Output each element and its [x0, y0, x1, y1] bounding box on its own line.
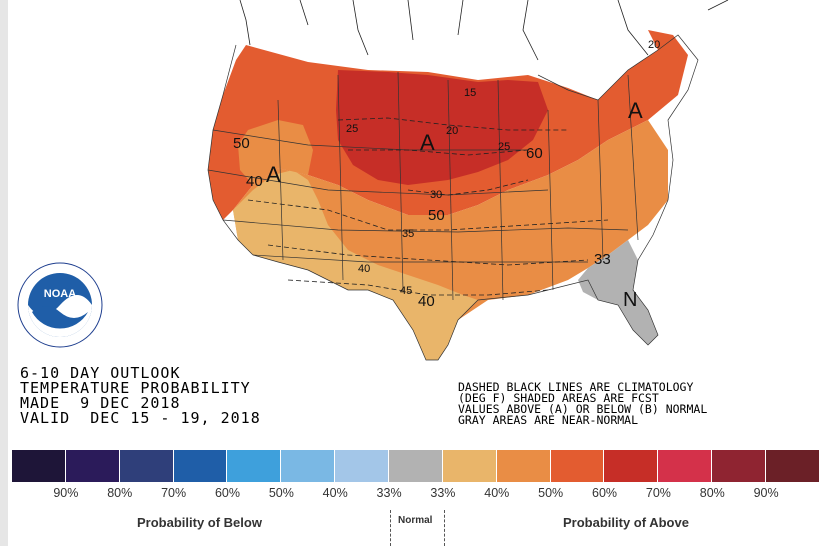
legend-tick-label: 80%: [107, 486, 133, 500]
legend-swatch-6: [335, 450, 390, 482]
legend-tick-label: 50%: [538, 486, 564, 500]
label-clim-20a: 20: [446, 125, 458, 137]
normal-divider-left: [390, 510, 391, 546]
region-near-normal: [578, 240, 658, 345]
legend-tick-label: 40%: [322, 486, 348, 500]
legend-tick-label: 60%: [592, 486, 618, 500]
label-a-nw: A: [266, 162, 281, 187]
legend-tick-label: 90%: [53, 486, 79, 500]
legend-swatch-13: [712, 450, 767, 482]
legend-tick-label: 60%: [214, 486, 240, 500]
label-a-central: A: [420, 130, 435, 155]
label-clim-30: 30: [430, 189, 442, 201]
probability-legend: [12, 450, 820, 482]
legend-swatch-14: [766, 450, 820, 482]
legend-tick-label: 40%: [484, 486, 510, 500]
outlook-line-4: VALID DEC 15 - 19, 2018: [20, 409, 261, 427]
legend-swatch-11: [604, 450, 659, 482]
legend-tick-label: 70%: [645, 486, 671, 500]
note-line-3: VALUES ABOVE (A) OR BELOW (B) NORMAL: [458, 402, 708, 416]
label-clim-25a: 25: [346, 123, 358, 135]
legend-swatch-7: [389, 450, 443, 482]
canada-borders: [239, 0, 729, 61]
label-prob-50: 50: [233, 135, 250, 152]
legend-swatch-10: [550, 450, 605, 482]
label-prob-40: 40: [246, 173, 263, 190]
legend-ticks: 90% 80% 70% 60% 50% 40% 33% 33% 40% 50% 60% 70% 80% 9…: [12, 486, 820, 504]
label-a-ne: A: [628, 98, 643, 123]
normal-caption: Normal: [398, 515, 433, 526]
logo-text: NOAA: [44, 288, 76, 300]
note-line-1: DASHED BLACK LINES ARE CLIMATOLOGY: [458, 380, 694, 394]
climatology-lines: [247, 117, 609, 296]
label-prob-50b: 50: [428, 207, 445, 224]
legend-tick-label: 80%: [699, 486, 725, 500]
legend-swatch-12: [658, 450, 713, 482]
legend-swatch-3: [173, 450, 228, 482]
legend-swatch-8: [442, 450, 497, 482]
label-clim-45: 45: [400, 285, 412, 297]
legend-swatch-0: [12, 450, 66, 482]
noaa-logo: NOAA: [17, 262, 103, 348]
legend-tick-label: 70%: [161, 486, 187, 500]
left-border: [0, 0, 8, 546]
region-above-70: [336, 70, 548, 185]
label-clim-35: 35: [402, 228, 414, 240]
above-caption: Probability of Above: [563, 515, 689, 530]
region-above-40: [233, 120, 668, 360]
label-n-fl: N: [623, 289, 637, 311]
legend-tick-label: 90%: [753, 486, 779, 500]
outlook-line-3: MADE 9 DEC 2018: [20, 394, 181, 412]
label-prob-33: 33: [594, 251, 611, 268]
label-clim-15: 15: [464, 87, 476, 99]
outlook-title-block: 6-10 DAY OUTLOOK TEMPERATURE PROBABILITY M…: [20, 366, 261, 426]
legend-swatch-9: [496, 450, 551, 482]
label-clim-40: 40: [358, 263, 370, 275]
note-line-4: GRAY AREAS ARE NEAR-NORMAL: [458, 413, 639, 427]
outlook-line-1: 6-10 DAY OUTLOOK: [20, 364, 181, 382]
note-line-2: (DEG F) SHADED AREAS ARE FCST: [458, 391, 659, 405]
notes-block: DASHED BLACK LINES ARE CLIMATOLOGY (DEG F…: [458, 380, 708, 427]
label-prob-40b: 40: [418, 293, 435, 310]
label-clim-20b: 20: [648, 39, 660, 51]
legend-swatch-4: [227, 450, 282, 482]
us-temperature-map: NOAA A A A N 50 40 33 60 15 20 20 25 25 …: [8, 0, 832, 446]
region-above-50-nw: [238, 120, 313, 185]
legend-swatch-1: [65, 450, 120, 482]
legend-swatch-2: [119, 450, 174, 482]
region-above-33: [233, 170, 478, 360]
label-clim-25b: 25: [498, 141, 510, 153]
legend-tick-label: 50%: [268, 486, 294, 500]
legend-swatch-5: [281, 450, 336, 482]
label-prob-60: 60: [526, 145, 543, 162]
legend-tick-label: 33%: [376, 486, 402, 500]
legend-tick-label: 33%: [430, 486, 456, 500]
state-borders: [207, 34, 699, 361]
below-caption: Probability of Below: [137, 515, 262, 530]
normal-divider-right: [444, 510, 445, 546]
outlook-line-2: TEMPERATURE PROBABILITY: [20, 379, 251, 397]
